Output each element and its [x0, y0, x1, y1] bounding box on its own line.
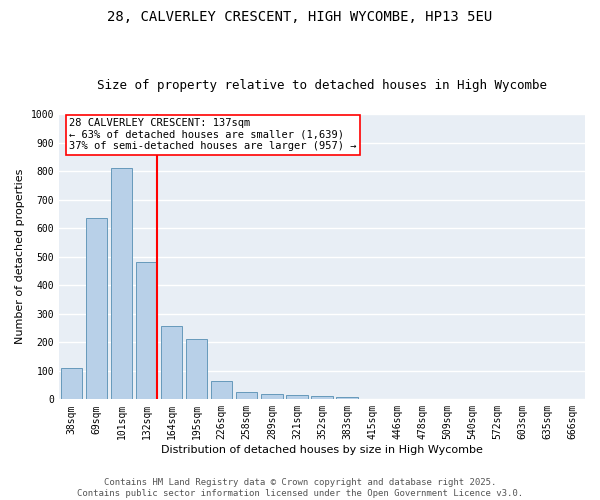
Bar	[61, 368, 82, 400]
Text: 28, CALVERLEY CRESCENT, HIGH WYCOMBE, HP13 5EU: 28, CALVERLEY CRESCENT, HIGH WYCOMBE, HP…	[107, 10, 493, 24]
Y-axis label: Number of detached properties: Number of detached properties	[15, 169, 25, 344]
Bar	[311, 396, 332, 400]
Bar	[86, 218, 107, 400]
X-axis label: Distribution of detached houses by size in High Wycombe: Distribution of detached houses by size …	[161, 445, 483, 455]
Bar	[236, 392, 257, 400]
Bar	[111, 168, 132, 400]
Text: 28 CALVERLEY CRESCENT: 137sqm
← 63% of detached houses are smaller (1,639)
37% o: 28 CALVERLEY CRESCENT: 137sqm ← 63% of d…	[70, 118, 357, 152]
Bar	[337, 398, 358, 400]
Text: Contains HM Land Registry data © Crown copyright and database right 2025.
Contai: Contains HM Land Registry data © Crown c…	[77, 478, 523, 498]
Bar	[136, 262, 157, 400]
Bar	[161, 326, 182, 400]
Bar	[286, 396, 308, 400]
Bar	[211, 381, 232, 400]
Bar	[186, 340, 208, 400]
Title: Size of property relative to detached houses in High Wycombe: Size of property relative to detached ho…	[97, 79, 547, 92]
Bar	[261, 394, 283, 400]
